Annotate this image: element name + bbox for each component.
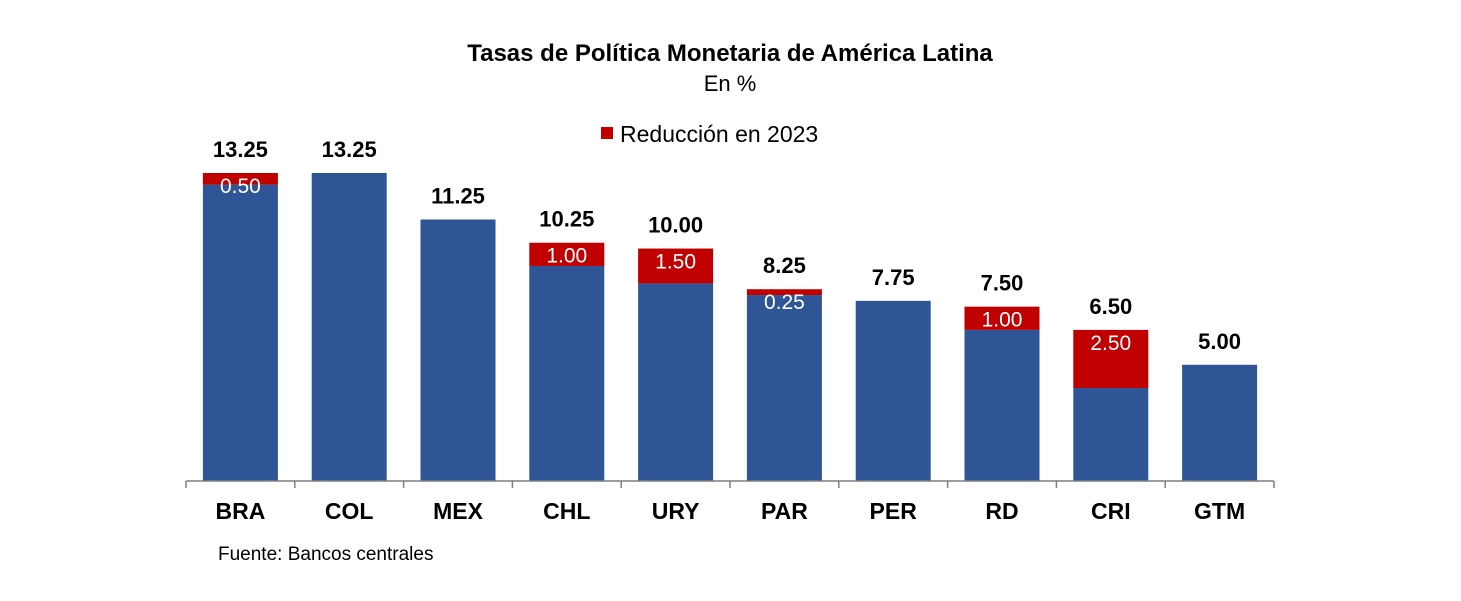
bar-base-mex (420, 219, 496, 481)
x-tick-label-bra: BRA (215, 498, 265, 524)
reduction-label-ury: 1.50 (655, 251, 696, 274)
bar-reduction-par (746, 289, 822, 296)
bar-base-per (855, 300, 931, 481)
bar-base-bra (202, 184, 278, 482)
reduction-label-rd: 1.00 (982, 309, 1023, 332)
total-label-bra: 13.25 (213, 137, 268, 162)
source-note: Fuente: Bancos centrales (218, 544, 433, 565)
reduction-label-par: 0.25 (764, 291, 805, 314)
x-tick-label-cri: CRI (1091, 498, 1131, 524)
bars (202, 173, 1258, 482)
bar-reduction-ury (638, 248, 714, 284)
x-tick-label-mex: MEX (433, 498, 484, 524)
legend-label-reduccion: Reducción en 2023 (620, 121, 818, 147)
total-label-par: 8.25 (763, 253, 806, 278)
total-label-rd: 7.50 (981, 271, 1024, 296)
total-label-ury: 10.00 (648, 213, 703, 238)
total-label-per: 7.75 (872, 265, 915, 290)
total-label-mex: 11.25 (431, 183, 485, 208)
x-tick-label-ury: URY (652, 498, 700, 524)
bar-reduction-cri (1073, 329, 1149, 389)
x-tick-label-per: PER (870, 498, 918, 524)
total-label-chl: 10.25 (539, 207, 594, 232)
total-label-cri: 6.50 (1089, 294, 1132, 319)
x-tick-label-par: PAR (761, 498, 808, 524)
legend-swatch-reduccion (601, 127, 613, 139)
reduction-label-bra: 0.50 (220, 175, 261, 198)
x-tick-label-chl: CHL (543, 498, 590, 524)
bar-reduction-rd (964, 306, 1040, 330)
bar-base-gtm (1182, 364, 1258, 481)
total-label-gtm: 5.00 (1198, 329, 1241, 354)
chart-subtitle: En % (704, 71, 757, 96)
x-tick-label-gtm: GTM (1194, 498, 1245, 524)
x-tick-label-col: COL (325, 498, 374, 524)
bar-base-chl (529, 265, 605, 481)
legend: Reducción en 2023 (601, 121, 818, 147)
bar-base-rd (964, 329, 1040, 481)
bar-reduction-chl (529, 242, 605, 266)
bar-base-ury (638, 283, 714, 481)
total-label-col: 13.25 (322, 137, 377, 162)
x-tick-label-rd: RD (985, 498, 1018, 524)
x-axis: BRA COL MEX CHL URY PAR PER RD CRI GTM (185, 480, 1275, 524)
reduction-label-cri: 2.50 (1090, 332, 1131, 355)
reduction-label-chl: 1.00 (546, 245, 587, 268)
bar-base-col (311, 173, 387, 481)
chart-title: Tasas de Política Monetaria de América L… (467, 40, 993, 67)
data-labels: 0.50 13.25 13.25 11.25 1.00 10.25 1.50 10.00 0.2… (213, 137, 1241, 355)
bar-reduction-bra (202, 173, 278, 185)
bar-base-par (746, 295, 822, 481)
bar-base-cri (1073, 388, 1149, 481)
